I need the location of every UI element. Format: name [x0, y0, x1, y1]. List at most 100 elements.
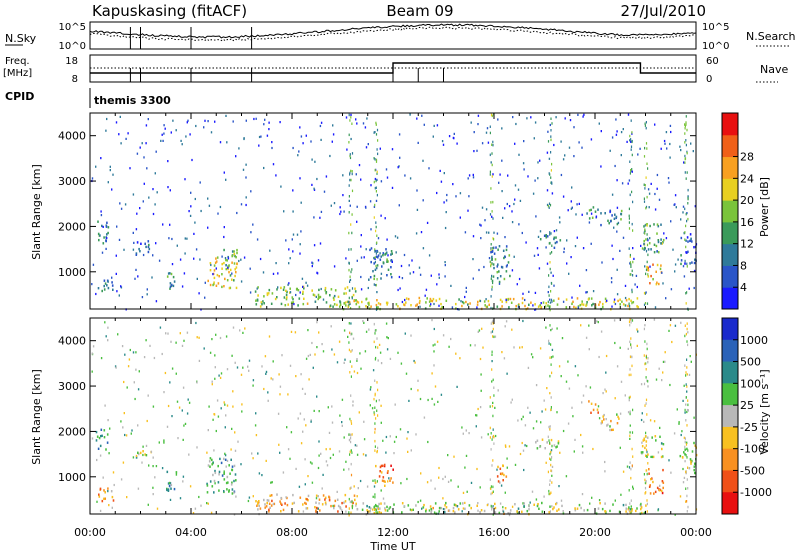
scatter-cell [540, 307, 542, 310]
scatter-cell [678, 421, 680, 424]
scatter-cell [233, 253, 236, 256]
scatter-cell [231, 254, 233, 258]
scatter-cell [279, 385, 282, 388]
scatter-cell [613, 319, 616, 322]
scatter-cell [539, 230, 542, 233]
scatter-cell [492, 459, 494, 462]
scatter-cell [103, 489, 105, 492]
scatter-cell [645, 376, 647, 379]
scatter-cell [687, 308, 689, 311]
scatter-cell [395, 435, 397, 439]
scatter-cell [621, 300, 623, 303]
scatter-cell [508, 306, 510, 309]
scatter-cell [227, 267, 229, 271]
scatter-cell [547, 130, 549, 133]
scatter-cell [513, 255, 515, 258]
scatter-cell [375, 283, 377, 287]
scatter-cell [648, 485, 651, 488]
scatter-cell [689, 262, 691, 265]
scatter-cell [217, 415, 220, 418]
scatter-cell [629, 139, 631, 142]
scatter-cell [351, 504, 354, 508]
scatter-cell [383, 479, 385, 483]
scatter-cell [660, 223, 662, 226]
scatter-cell [550, 396, 552, 399]
scatter-cell [172, 284, 175, 288]
scatter-cell [232, 326, 235, 329]
scatter-cell [650, 455, 652, 458]
scatter-cell [406, 437, 408, 440]
scatter-cell [256, 287, 258, 290]
scatter-cell [600, 422, 603, 425]
power-colorbar-label: Power [dB] [758, 177, 771, 237]
scatter-cell [485, 298, 487, 301]
scatter-cell [187, 119, 189, 122]
scatter-cell [491, 152, 493, 155]
scatter-cell [646, 502, 648, 506]
scatter-cell [559, 221, 561, 224]
scatter-cell [377, 359, 379, 362]
scatter-cell [107, 280, 109, 283]
scatter-cell [628, 373, 630, 377]
scatter-cell [687, 449, 689, 452]
scatter-cell [381, 265, 383, 268]
scatter-cell [328, 499, 331, 502]
scatter-cell [644, 224, 646, 227]
scatter-cell [640, 244, 642, 247]
scatter-cell [184, 422, 187, 425]
scatter-cell [226, 279, 229, 282]
scatter-cell [490, 277, 492, 280]
scatter-cell [285, 496, 287, 499]
colorbar-segment [722, 287, 738, 310]
scatter-cell [126, 386, 128, 389]
scatter-cell [693, 269, 696, 272]
scatter-cell [317, 297, 319, 301]
scatter-cell [574, 438, 576, 441]
scatter-cell [351, 349, 353, 352]
scatter-cell [685, 115, 687, 118]
scatter-cell [522, 449, 525, 452]
scatter-cell [645, 398, 648, 402]
scatter-cell [572, 300, 574, 303]
scatter-cell [606, 424, 608, 427]
scatter-cell [389, 506, 392, 509]
scatter-cell [629, 368, 631, 371]
scatter-cell [476, 504, 478, 507]
scatter-cell [674, 324, 677, 327]
scatter-cell [685, 396, 687, 399]
scatter-cell [386, 301, 389, 305]
scatter-cell [286, 296, 288, 299]
scatter-cell [264, 503, 266, 506]
scatter-cell [163, 132, 165, 135]
scatter-cell [518, 223, 520, 226]
scatter-cell [550, 271, 552, 274]
scatter-cell [99, 487, 102, 490]
scatter-cell [315, 494, 318, 497]
scatter-cell [376, 148, 378, 151]
scatter-cell [445, 199, 448, 202]
scatter-cell [640, 507, 642, 511]
scatter-cell [656, 173, 659, 177]
scatter-cell [518, 277, 521, 281]
scatter-cell [375, 225, 377, 229]
scatter-cell [209, 283, 212, 287]
scatter-cell [647, 453, 649, 456]
scatter-cell [183, 424, 185, 427]
scatter-cell [381, 464, 384, 467]
scatter-cell [440, 393, 443, 396]
scatter-cell [220, 407, 222, 410]
scatter-cell [442, 497, 444, 500]
scatter-cell [544, 408, 547, 411]
scatter-cell [203, 126, 205, 129]
scatter-cell [508, 254, 511, 257]
scatter-cell [624, 304, 627, 307]
scatter-cell [480, 509, 483, 512]
scatter-cell [128, 358, 131, 361]
scatter-cell [438, 297, 441, 301]
scatter-cell [628, 506, 630, 509]
colorbar-segment [722, 178, 738, 201]
scatter-cell [486, 305, 489, 308]
scatter-cell [409, 177, 412, 180]
scatter-cell [640, 418, 643, 422]
